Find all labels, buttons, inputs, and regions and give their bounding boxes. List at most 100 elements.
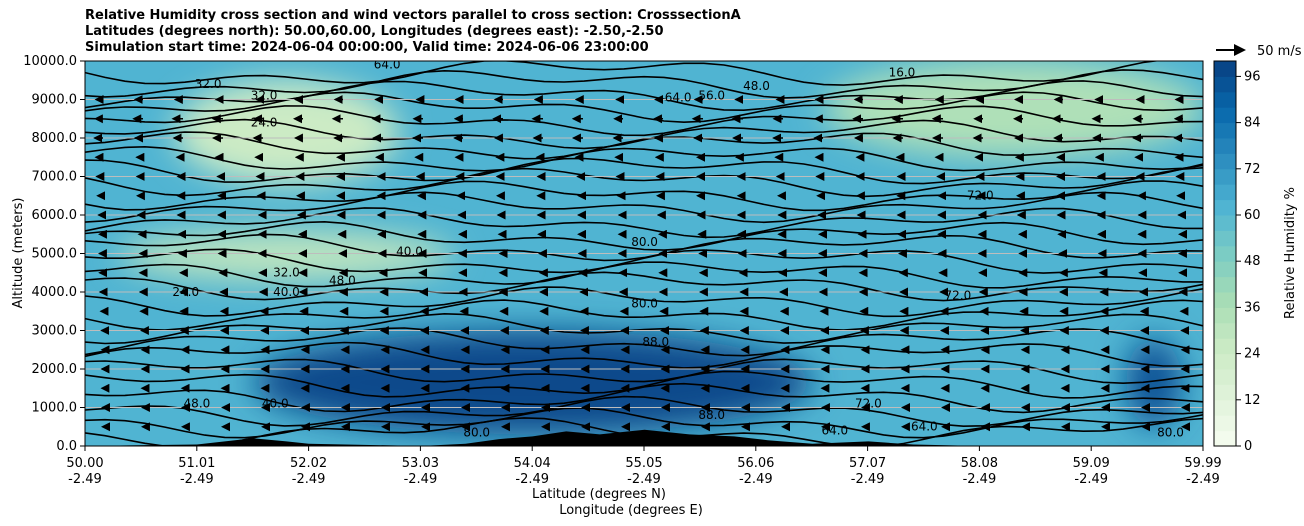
x-tick-label-lon: -2.49 (739, 472, 773, 487)
y-tick-label: 3000.0 (32, 324, 78, 339)
contour-label: 32.0 (251, 89, 278, 103)
contour-label: 64.0 (665, 90, 692, 104)
contour-label: 64.0 (374, 58, 401, 72)
colorbar-segment (1214, 199, 1236, 216)
contour-label: 16.0 (889, 65, 916, 79)
x-tick-label-lon: -2.49 (404, 472, 438, 487)
colorbar-segment (1214, 369, 1236, 385)
x-tick-label-lat: 59.09 (1073, 456, 1110, 471)
x-tick-label-lon: -2.49 (180, 472, 214, 487)
contour-label: 80.0 (631, 235, 658, 249)
colorbar-segment (1214, 353, 1236, 370)
x-axis: 50.00-2.4951.01-2.4952.02-2.4953.03-2.49… (66, 446, 1222, 487)
colorbar-segment (1214, 61, 1236, 77)
title-line-3: Simulation start time: 2024-06-04 00:00:… (85, 40, 649, 55)
x-tick-label-lat: 57.07 (849, 456, 886, 471)
contour-label: 24.0 (251, 115, 278, 129)
x-axis-label-latitude: Latitude (degrees N) (532, 487, 666, 502)
contour-line (85, 358, 1203, 385)
contour-line (85, 299, 1203, 331)
contour-label: 64.0 (821, 423, 848, 437)
contour-line (85, 145, 1203, 172)
terrain-silhouette (85, 429, 1203, 446)
y-tick-label: 5000.0 (32, 247, 78, 262)
y-tick-label: 1000.0 (32, 401, 78, 416)
contour-line (85, 341, 1203, 369)
x-tick-label-lon: -2.49 (851, 472, 885, 487)
humidity-region-2 (823, 61, 1203, 158)
vector-key: 50 m/s (1216, 44, 1302, 59)
contour-line (85, 248, 1203, 274)
colorbar-segment (1214, 184, 1236, 201)
x-tick-label-lat: 55.05 (625, 456, 662, 471)
colorbar-tick-label: 24 (1244, 347, 1261, 362)
colorbar-segment (1214, 138, 1236, 154)
colorbar-segment (1214, 122, 1236, 139)
colorbar-tick-label: 0 (1244, 439, 1252, 454)
y-axis-label: Altitude (meters) (11, 198, 26, 309)
contour-label: 80.0 (463, 425, 490, 439)
y-tick-label: 4000.0 (32, 285, 78, 300)
contour-label: 48.0 (329, 273, 356, 287)
title-line-1: Relative Humidity cross section and wind… (85, 8, 741, 23)
contour-label: 40.0 (273, 285, 300, 299)
contour-line (85, 327, 1203, 357)
colorbar-segment (1214, 292, 1236, 308)
contour-label: 88.0 (642, 335, 669, 349)
contour-line (85, 382, 1203, 414)
y-tick-label: 9000.0 (32, 93, 78, 108)
vector-key-label: 50 m/s (1257, 44, 1302, 59)
y-tick-label: 8000.0 (32, 131, 78, 146)
contour-line (85, 207, 1203, 239)
contour-label: 40.0 (396, 244, 423, 258)
colorbar-tick-label: 12 (1244, 393, 1261, 408)
x-tick-label-lat: 56.06 (737, 456, 774, 471)
x-tick-label-lon: -2.49 (963, 472, 997, 487)
y-tick-label: 7000.0 (32, 170, 78, 185)
colorbar-tick-label: 72 (1244, 162, 1261, 177)
x-tick-label-lon: -2.49 (68, 472, 102, 487)
contour-line (85, 395, 1203, 428)
colorbar-segment (1214, 338, 1236, 355)
colorbar-segment (1214, 230, 1236, 247)
contour-line (85, 105, 1203, 137)
x-tick-label-lon: -2.49 (1074, 472, 1108, 487)
contour-label: 32.0 (195, 77, 222, 91)
contour-line (85, 80, 1203, 112)
x-tick-label-lon: -2.49 (1186, 472, 1220, 487)
contour-label: 88.0 (698, 408, 725, 422)
contour-label: 48.0 (184, 397, 211, 411)
colorbar-segment (1214, 276, 1236, 293)
colorbar-segment (1214, 307, 1236, 324)
colorbar-segment (1214, 215, 1236, 231)
contour-label: 48.0 (743, 79, 770, 93)
y-tick-label: 2000.0 (32, 362, 78, 377)
humidity-region-3 (252, 330, 813, 435)
x-tick-label-lat: 50.00 (66, 456, 103, 471)
contour-line (85, 191, 1203, 224)
x-tick-label-lat: 59.99 (1184, 456, 1221, 471)
colorbar-segment (1214, 153, 1236, 170)
y-tick-label: 0.0 (56, 439, 77, 454)
colorbar-tick-label: 96 (1244, 69, 1261, 84)
contour-label: 56.0 (698, 89, 725, 103)
x-tick-label-lon: -2.49 (292, 472, 326, 487)
contour-label: 32.0 (273, 266, 300, 280)
colorbar-segment (1214, 245, 1236, 262)
colorbar-tick-label: 36 (1244, 300, 1261, 315)
contour-line (85, 220, 1203, 251)
contour-line (85, 167, 1203, 198)
colorbar-label: Relative Humidity % (1283, 187, 1298, 319)
colorbar: 0 12 24 36 48 60 72 84 96 (1213, 60, 1261, 454)
x-axis-label-longitude: Longitude (degrees E) (559, 503, 703, 518)
colorbar-segment (1214, 91, 1236, 108)
contour-label: 72.0 (945, 289, 972, 303)
x-tick-label-lat: 58.08 (961, 456, 998, 471)
colorbar-segment (1214, 168, 1236, 185)
contour-label: 72.0 (855, 397, 882, 411)
colorbar-segment (1214, 415, 1236, 432)
plot-area: 16.0 48.0 64.0 56.0 64.0 32.0 32.0 24.0 72.0 40.0… (85, 58, 1203, 446)
colorbar-segment (1214, 261, 1236, 278)
contour-line (85, 61, 1203, 86)
